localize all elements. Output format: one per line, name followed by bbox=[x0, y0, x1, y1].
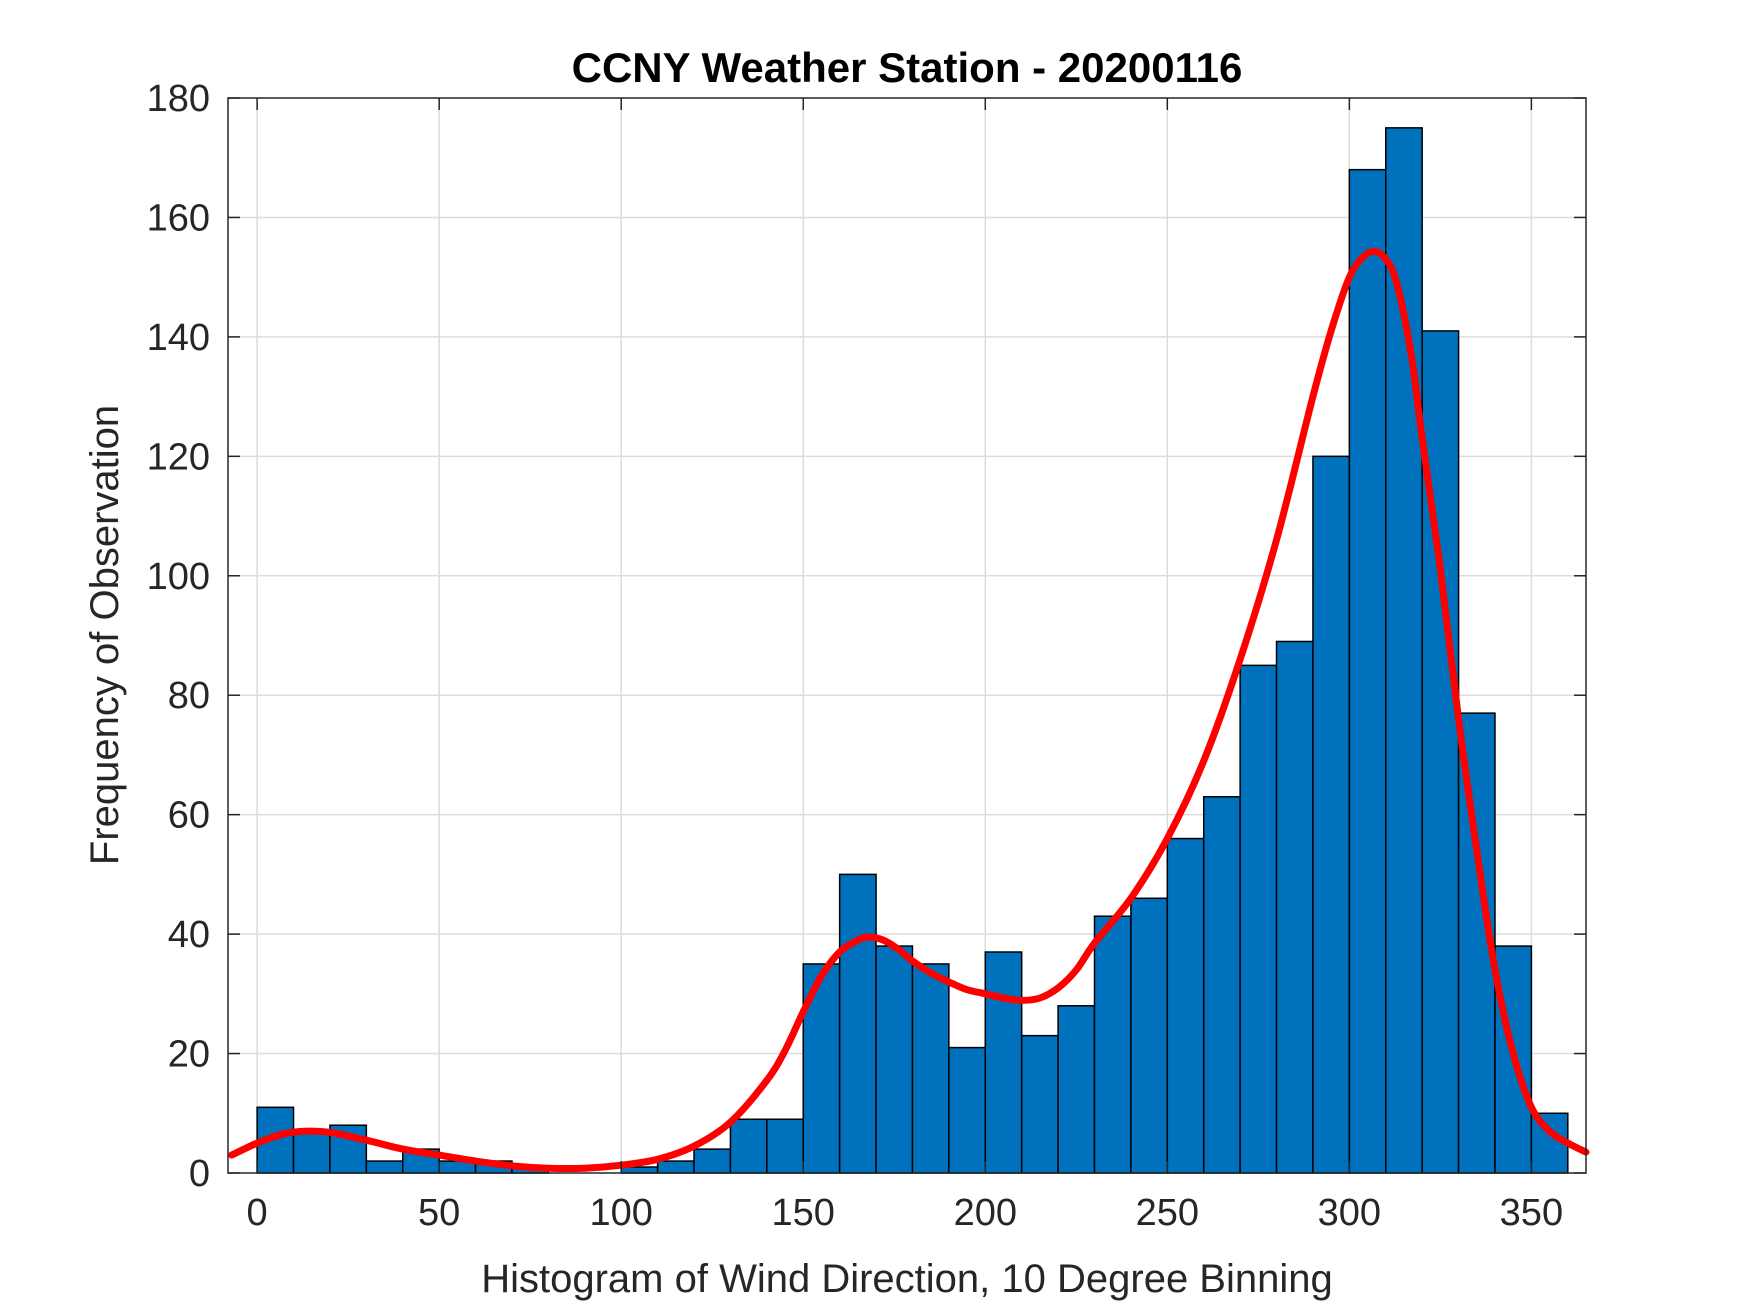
histogram-bar bbox=[292, 1130, 331, 1174]
histogram-bar bbox=[693, 1148, 732, 1174]
y-tick-label: 120 bbox=[147, 436, 210, 478]
y-tick-label: 80 bbox=[168, 675, 210, 717]
x-tick-labels: 0 50 100 150 200 250 300 350 bbox=[247, 1192, 1564, 1234]
histogram-bar bbox=[1166, 837, 1205, 1174]
histogram-bar bbox=[1239, 664, 1278, 1174]
histogram-bar bbox=[729, 1118, 768, 1174]
y-tick-label: 0 bbox=[189, 1153, 210, 1195]
x-tick-label: 50 bbox=[418, 1192, 460, 1234]
histogram-bar bbox=[1312, 455, 1351, 1174]
axis-ticks bbox=[228, 97, 1586, 1174]
histogram-bar bbox=[1130, 897, 1169, 1174]
y-tick-label: 180 bbox=[147, 78, 210, 120]
plot-frame bbox=[227, 97, 1587, 1174]
y-tick-label: 60 bbox=[168, 795, 210, 837]
y-tick-label: 140 bbox=[147, 317, 210, 359]
y-tick-label: 20 bbox=[168, 1034, 210, 1076]
fit-curve bbox=[228, 247, 1590, 1173]
histogram-bar bbox=[1020, 1034, 1059, 1174]
x-tick-label: 200 bbox=[954, 1192, 1017, 1234]
histogram-bar bbox=[1093, 915, 1132, 1174]
histogram-bar bbox=[766, 1118, 804, 1174]
histogram-bar bbox=[1057, 1005, 1096, 1174]
x-tick-label: 0 bbox=[247, 1192, 268, 1234]
histogram-bar bbox=[911, 963, 950, 1174]
histogram-bar bbox=[984, 951, 1023, 1174]
histogram-bar bbox=[838, 873, 877, 1174]
x-tick-label: 150 bbox=[772, 1192, 835, 1234]
histogram-bar bbox=[948, 1046, 987, 1174]
y-axis-label: Frequency of Observation bbox=[83, 405, 127, 865]
histogram-bar bbox=[656, 1160, 695, 1174]
chart-title: CCNY Weather Station - 20200116 bbox=[572, 44, 1243, 91]
histogram-bar bbox=[1348, 168, 1387, 1174]
x-tick-label: 300 bbox=[1318, 1192, 1381, 1234]
x-axis-label: Histogram of Wind Direction, 10 Degree B… bbox=[481, 1257, 1333, 1301]
y-tick-label: 100 bbox=[147, 556, 210, 598]
histogram-bar bbox=[1275, 640, 1314, 1174]
y-tick-labels: 0 20 40 60 80 100 120 140 160 180 bbox=[147, 78, 210, 1195]
histogram-bar bbox=[1385, 127, 1423, 1174]
x-tick-label: 350 bbox=[1500, 1192, 1563, 1234]
histogram-bar bbox=[365, 1160, 404, 1174]
histogram-bar bbox=[875, 945, 914, 1174]
y-tick-label: 160 bbox=[147, 197, 210, 239]
y-tick-label: 40 bbox=[168, 914, 210, 956]
x-tick-label: 250 bbox=[1136, 1192, 1199, 1234]
histogram-bar bbox=[1202, 796, 1241, 1174]
x-tick-label: 100 bbox=[589, 1192, 652, 1234]
